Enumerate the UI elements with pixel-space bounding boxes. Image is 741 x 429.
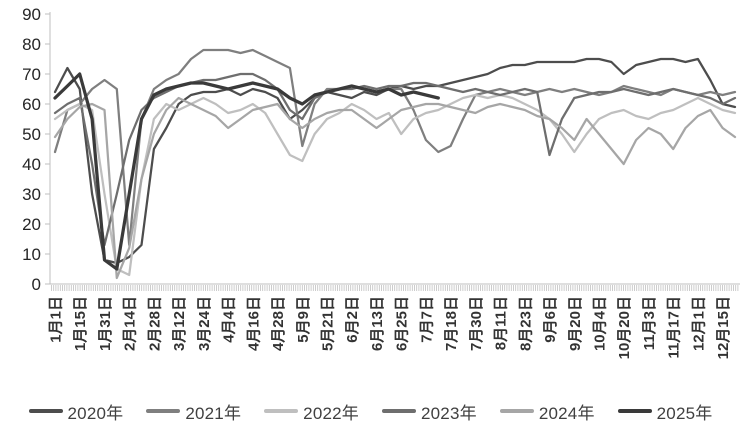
x-axis-tick-label: 7月7日 [418,296,435,343]
legend-item-2024年: 2024年 [499,399,595,424]
x-axis-tick-label: 12月15日 [715,296,732,359]
x-axis-tick-label: 3月12日 [171,296,188,351]
series-line-2024年 [53,96,737,280]
x-axis-tick-label: 5月9日 [295,296,312,343]
y-axis-tick-label: 90 [22,5,41,24]
x-axis-tick-label: 11月17日 [666,296,683,359]
y-axis-tick-label: 10 [22,245,41,264]
legend-swatch [382,409,416,413]
y-axis-tick-label: 60 [22,95,41,114]
legend-item-2025年: 2025年 [617,399,713,424]
x-axis-tick-label: 6月2日 [344,296,361,343]
x-axis-tick-label: 6月13日 [369,296,386,351]
x-axis-tick-label: 4月28日 [270,296,287,351]
x-axis-tick-label: 8月11日 [493,296,510,350]
x-axis-tick-label: 7月18日 [443,296,460,351]
y-axis-tick-label: 20 [22,215,41,234]
legend-item-2020年: 2020年 [28,399,124,424]
x-axis-tick-label: 5月21日 [320,296,337,351]
y-axis-tick-label: 70 [22,65,41,84]
y-axis-tick-label: 50 [22,125,41,144]
series-line-2021年 [53,48,737,247]
legend-swatch [264,409,299,413]
legend-label: 2023年 [421,403,477,423]
legend-label: 2025年 [656,403,713,423]
legend-label: 2024年 [538,403,595,423]
y-axis-tick-label: 80 [22,35,41,54]
legend-swatch [499,409,534,413]
x-axis-tick-label: 9月20日 [567,296,584,351]
x-axis-tick-label: 2月14日 [122,296,139,351]
legend-item-2023年: 2023年 [382,399,477,424]
x-axis-tick-label: 1月15日 [72,296,89,351]
legend-swatch [617,408,652,414]
x-axis-tick-label: 11月3日 [641,296,658,350]
x-axis-tick-label: 3月24日 [196,296,213,351]
legend-item-2021年: 2021年 [146,399,241,424]
x-axis-tick-label: 1月31日 [97,296,114,351]
legend: 2020年 2021年 2022年 2023年 2024年 2025年 [0,397,741,425]
x-axis-tick-label: 4月16日 [245,296,262,351]
x-axis-tick-label: 7月30日 [468,296,485,351]
y-axis-tick-label: 0 [32,275,41,294]
y-axis-tick-label: 30 [22,185,41,204]
legend-swatch [146,409,181,413]
x-axis-tick-label: 8月23日 [517,296,534,351]
x-axis-tick-label: 6月25日 [394,296,411,351]
x-axis-tick-label: 1月1日 [48,296,65,343]
legend-label: 2021年 [185,403,242,423]
series-line-2025年 [53,72,440,271]
legend-label: 2022年 [303,403,359,423]
x-axis-tick-label: 9月6日 [542,296,559,343]
x-axis-tick-label: 10月20日 [616,296,633,359]
series-line-2022年 [53,93,737,277]
x-axis-tick-label: 4月4日 [221,296,238,343]
x-axis-tick-label: 2月28日 [146,296,163,351]
legend-swatch [28,409,63,413]
legend-label: 2020年 [67,403,124,423]
x-axis-tick-label: 10月4日 [592,296,609,351]
series-line-2020年 [53,57,737,265]
legend-item-2022年: 2022年 [264,399,359,424]
y-axis-tick-label: 40 [22,155,41,174]
series-line-2023年 [53,72,737,247]
x-axis-tick-label: 12月1日 [690,296,707,351]
